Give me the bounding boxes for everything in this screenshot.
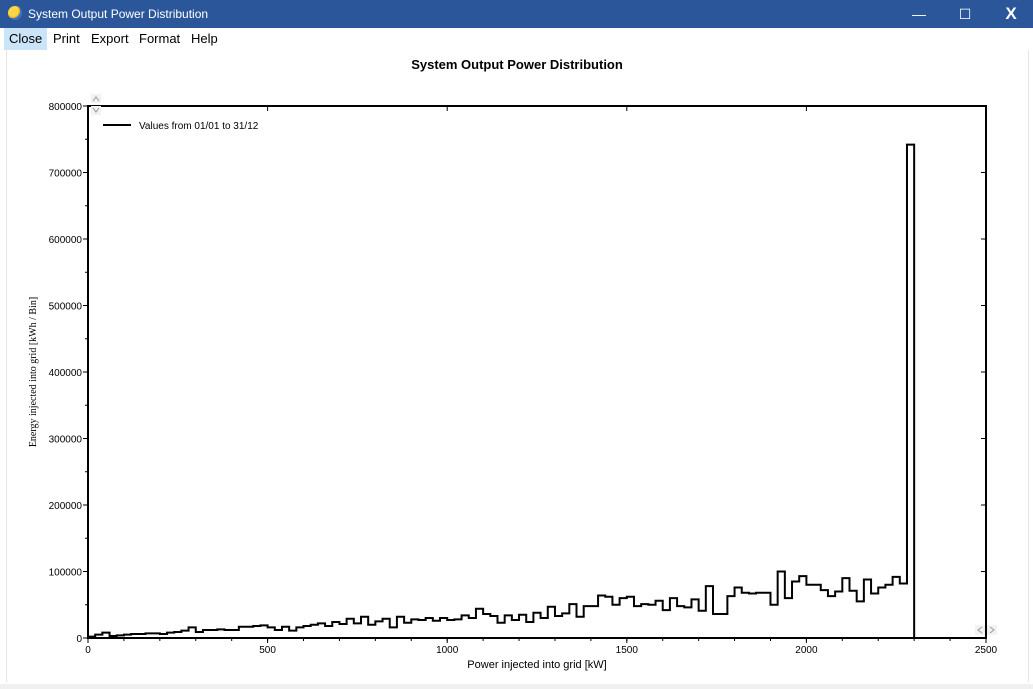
menu-close[interactable]: Close xyxy=(4,28,48,50)
menu-print[interactable]: Print xyxy=(53,31,80,46)
y-tick-label: 700000 xyxy=(49,169,83,180)
power-distribution-chart: System Output Power Distribution 0 500 100… xyxy=(28,57,998,671)
y-tick-label: 300000 xyxy=(49,435,83,446)
x-tick-label: 0 xyxy=(85,645,91,656)
close-window-button[interactable]: X xyxy=(1005,4,1017,23)
plot-frame xyxy=(87,105,987,639)
minimize-button[interactable]: — xyxy=(912,6,926,22)
scroll-up-handle[interactable] xyxy=(91,94,101,103)
maximize-button[interactable]: ☐ xyxy=(958,6,972,22)
x-tick-label: 1000 xyxy=(436,645,459,656)
menu-export[interactable]: Export xyxy=(91,31,129,46)
chart-title: System Output Power Distribution xyxy=(411,57,623,72)
menu-bar: Close Print Export Format Help xyxy=(0,28,1033,50)
y-tick-label: 500000 xyxy=(49,302,83,313)
chart-legend: Values from 01/01 to 31/12 xyxy=(103,121,259,132)
window-bottom-edge xyxy=(0,684,1033,689)
legend-label: Values from 01/01 to 31/12 xyxy=(139,121,259,132)
chart-axes xyxy=(87,105,987,639)
y-tick-label: 400000 xyxy=(49,368,83,379)
chart-ticks: 0 500 1000 1500 2000 2500 0 100000 200000 300000 4… xyxy=(49,102,998,656)
x-tick-label: 2000 xyxy=(795,645,818,656)
pvsyst-sun-icon xyxy=(8,6,22,20)
scroll-left-handle[interactable] xyxy=(975,625,985,635)
y-tick-label: 800000 xyxy=(49,102,83,113)
menu-help[interactable]: Help xyxy=(191,31,218,46)
series-line xyxy=(87,143,922,639)
x-tick-label: 500 xyxy=(259,645,276,656)
window-title: System Output Power Distribution xyxy=(28,7,209,21)
y-tick-label: 0 xyxy=(76,634,82,645)
scroll-down-handle[interactable] xyxy=(91,106,101,115)
x-tick-label: 2500 xyxy=(975,645,998,656)
y-tick-label: 200000 xyxy=(49,501,83,512)
menu-format[interactable]: Format xyxy=(139,31,181,46)
y-tick-label: 100000 xyxy=(49,568,83,579)
title-bar: System Output Power Distribution — ☐ X xyxy=(0,0,1033,28)
x-tick-label: 1500 xyxy=(616,645,639,656)
x-axis-label: Power injected into grid [kW] xyxy=(467,659,606,671)
scroll-right-handle[interactable] xyxy=(987,625,997,635)
chart-panel: System Output Power Distribution 0 500 100… xyxy=(6,50,1029,682)
y-tick-label: 600000 xyxy=(49,235,83,246)
y-axis-label: Energy injected into grid [kWh / Bin] xyxy=(28,297,39,447)
